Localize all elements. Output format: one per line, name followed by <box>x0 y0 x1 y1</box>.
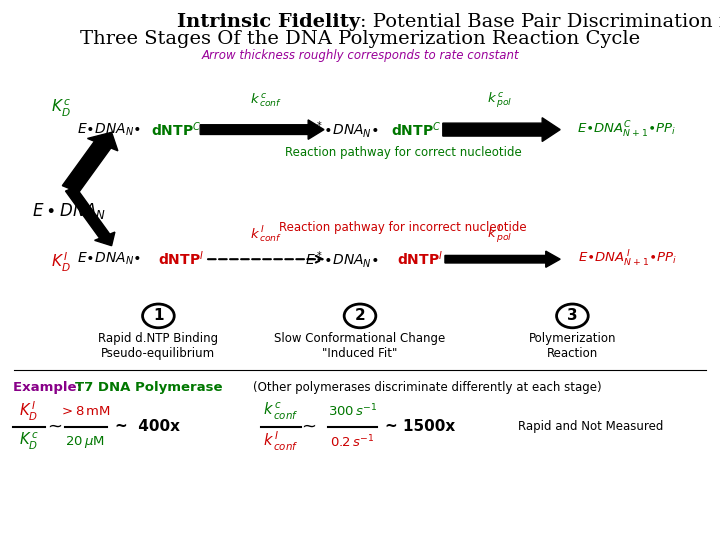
Text: $k_{\,conf}^{\,I}$: $k_{\,conf}^{\,I}$ <box>251 225 282 245</box>
Text: $\mathit{\mathbf{dNTP}}^I$: $\mathit{\mathbf{dNTP}}^I$ <box>158 250 204 268</box>
Text: Polymerization
Reaction: Polymerization Reaction <box>528 332 616 360</box>
Polygon shape <box>200 120 324 139</box>
Text: $20\,\mu\mathrm{M}$: $20\,\mu\mathrm{M}$ <box>66 434 104 450</box>
Text: $\mathit{\mathbf{dNTP}}^I$: $\mathit{\mathbf{dNTP}}^I$ <box>397 250 443 268</box>
Text: Rapid d.NTP Binding
Pseudo-equilibrium: Rapid d.NTP Binding Pseudo-equilibrium <box>99 332 218 360</box>
Text: $E^*{\bullet}DNA_N{\bullet}$: $E^*{\bullet}DNA_N{\bullet}$ <box>305 249 379 269</box>
Text: $E{\bullet}DNA_{N+1}^{\,I}{\bullet}PP_i$: $E{\bullet}DNA_{N+1}^{\,I}{\bullet}PP_i$ <box>578 249 678 269</box>
Text: $k_{\,pol}^{\,c}$: $k_{\,pol}^{\,c}$ <box>487 90 513 110</box>
Text: Reaction pathway for correct nucleotide: Reaction pathway for correct nucleotide <box>285 146 521 159</box>
Text: 2: 2 <box>355 308 365 323</box>
Text: $K_D^{\,c}$: $K_D^{\,c}$ <box>19 431 39 453</box>
Text: Slow Conformational Change
"Induced Fit": Slow Conformational Change "Induced Fit" <box>274 332 446 360</box>
Text: Rapid and Not Measured: Rapid and Not Measured <box>518 420 663 433</box>
Text: $\mathbf{dNTP}^C$: $\mathbf{dNTP}^C$ <box>151 120 202 139</box>
Text: $>8\,\mathrm{mM}$: $>8\,\mathrm{mM}$ <box>59 405 111 418</box>
Text: $k_{\,conf}^{\,c}$: $k_{\,conf}^{\,c}$ <box>251 91 282 109</box>
Text: $K_D^{\,c}$: $K_D^{\,c}$ <box>51 97 71 119</box>
Text: $\mathbf{dNTP}^C$: $\mathbf{dNTP}^C$ <box>391 120 441 139</box>
Text: $E \bullet DNA_N$: $E \bullet DNA_N$ <box>32 200 107 221</box>
Polygon shape <box>66 187 115 246</box>
Polygon shape <box>63 132 118 192</box>
Text: : Potential Base Pair Discrimination for d.NTP at: : Potential Base Pair Discrimination for… <box>360 13 720 31</box>
Polygon shape <box>445 251 560 267</box>
Text: $k_{\,conf}^{\,I}$: $k_{\,conf}^{\,I}$ <box>263 430 299 453</box>
Text: Arrow thickness roughly corresponds to rate constant: Arrow thickness roughly corresponds to r… <box>201 49 519 62</box>
Text: Intrinsic Fidelity: Intrinsic Fidelity <box>177 13 360 31</box>
Text: $k_{\,pol}^{\,I}$: $k_{\,pol}^{\,I}$ <box>487 224 513 246</box>
Text: $E{\bullet}DNA_N{\bullet}$: $E{\bullet}DNA_N{\bullet}$ <box>77 251 141 267</box>
Text: $E^*{\bullet}DNA_N{\bullet}$: $E^*{\bullet}DNA_N{\bullet}$ <box>305 119 379 140</box>
Text: ~  400x: ~ 400x <box>115 419 180 434</box>
Text: 1: 1 <box>153 308 163 323</box>
Text: Example:: Example: <box>13 381 86 394</box>
Text: $300\,s^{-1}$: $300\,s^{-1}$ <box>328 403 378 420</box>
Text: $0.2\,s^{-1}$: $0.2\,s^{-1}$ <box>330 434 375 450</box>
Text: $k_{\,conf}^{\,c}$: $k_{\,conf}^{\,c}$ <box>263 401 299 422</box>
Text: (Other polymerases discriminate differently at each stage): (Other polymerases discriminate differen… <box>253 381 602 394</box>
Text: Reaction pathway for incorrect nucleotide: Reaction pathway for incorrect nucleotid… <box>279 221 527 234</box>
Text: $E{\bullet}DNA_N{\bullet}$: $E{\bullet}DNA_N{\bullet}$ <box>77 122 141 138</box>
Text: ~: ~ <box>301 417 315 436</box>
Text: T7 DNA Polymerase: T7 DNA Polymerase <box>75 381 222 394</box>
Polygon shape <box>443 118 560 141</box>
Text: $K_D^{\,I}$: $K_D^{\,I}$ <box>19 400 38 423</box>
Text: 3: 3 <box>567 308 577 323</box>
Text: $E{\bullet}DNA_{N+1}^C{\bullet}PP_i$: $E{\bullet}DNA_{N+1}^C{\bullet}PP_i$ <box>577 119 676 140</box>
Text: $K_D^{\,I}$: $K_D^{\,I}$ <box>51 251 71 273</box>
Text: ~ 1500x: ~ 1500x <box>385 419 456 434</box>
Text: Three Stages Of the DNA Polymerization Reaction Cycle: Three Stages Of the DNA Polymerization R… <box>80 30 640 48</box>
Text: ~: ~ <box>48 417 62 436</box>
